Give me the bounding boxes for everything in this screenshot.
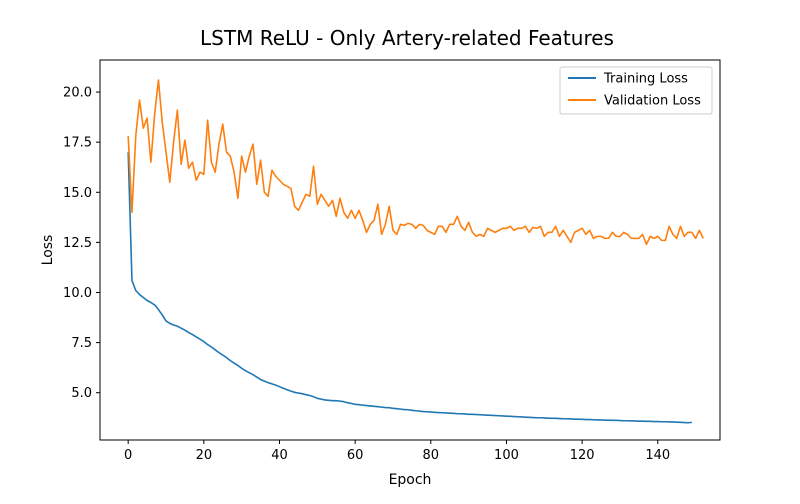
- y-tick-label: 12.5: [63, 236, 92, 251]
- y-tick-label: 20.0: [63, 86, 92, 101]
- y-axis-ticks: 5.0 7.5 10.0 12.5 15.0 17.5 20.0: [63, 86, 100, 401]
- series-layer: [127, 79, 704, 424]
- legend-label-training-loss: Training Loss: [603, 72, 688, 87]
- y-tick-label: 15.0: [63, 186, 92, 201]
- y-tick-label: 7.5: [71, 336, 92, 351]
- x-tick-label: 0: [124, 448, 132, 463]
- x-tick-label: 140: [645, 448, 670, 463]
- x-axis-ticks: 0 20 40 60 80 100 120 140: [124, 440, 670, 463]
- series-line-training-loss: [127, 152, 692, 424]
- x-tick-label: 40: [271, 448, 288, 463]
- y-tick-label: 5.0: [71, 386, 92, 401]
- legend-label-validation-loss: Validation Loss: [604, 94, 701, 109]
- plot-frame: [99, 59, 721, 441]
- x-tick-label: 120: [570, 448, 595, 463]
- legend-box: [559, 66, 713, 115]
- x-tick-label: 100: [494, 448, 519, 463]
- chart-title: LSTM ReLU - Only Artery-related Features: [200, 26, 614, 50]
- x-axis-label: Epoch: [389, 472, 432, 488]
- x-tick-label: 80: [423, 448, 440, 463]
- y-tick-label: 17.5: [63, 136, 92, 151]
- series-line-validation-loss: [127, 79, 704, 246]
- y-axis-label: Loss: [40, 235, 56, 266]
- y-tick-label: 10.0: [63, 286, 92, 301]
- x-tick-label: 20: [196, 448, 213, 463]
- legend: Training Loss Validation Loss: [559, 66, 713, 115]
- x-tick-label: 60: [347, 448, 364, 463]
